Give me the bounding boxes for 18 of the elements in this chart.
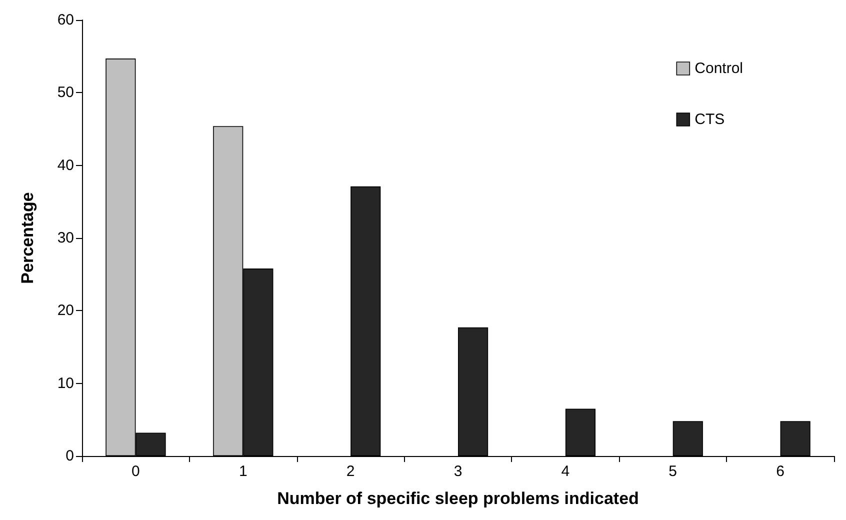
legend-label: Control [694,60,744,77]
y-tick-label: 20 [57,302,74,320]
y-tick-label: 60 [57,12,74,28]
y-axis-title: Percentage [18,192,37,284]
y-tick-label: 50 [57,84,74,102]
y-tick-label: 10 [57,374,74,392]
y-tick-label: 40 [57,156,74,174]
x-tick-label: 4 [561,463,570,480]
x-tick-label: 3 [454,463,462,480]
x-axis-title: Number of specific sleep problems indicated [277,489,639,508]
x-tick-label: 1 [238,463,248,480]
y-tick-label: 0 [66,448,74,464]
legend-label: CTS [694,111,725,128]
x-tick-label: 6 [776,463,784,480]
x-tick-label: 5 [668,463,678,480]
x-tick-label: 2 [346,463,355,480]
x-tick-label: 0 [132,463,140,480]
y-tick-label: 30 [57,230,74,246]
